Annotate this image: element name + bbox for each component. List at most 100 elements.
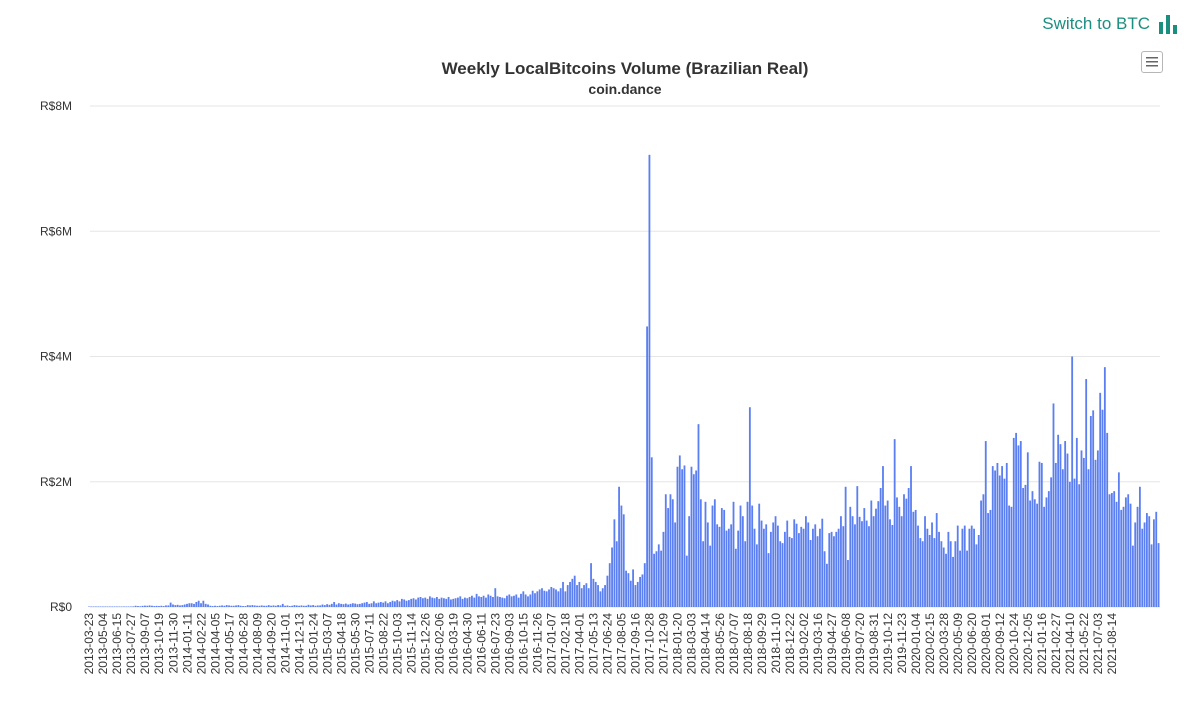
volume-bar (879, 488, 882, 607)
volume-bar (99, 606, 102, 607)
volume-bar (97, 606, 100, 607)
x-tick-label: 2014-08-09 (250, 613, 264, 675)
volume-bar (667, 508, 670, 607)
volume-bar (480, 596, 483, 607)
switch-to-btc-button[interactable]: Switch to BTC (1042, 14, 1178, 34)
volume-bar (975, 544, 978, 608)
volume-bar (323, 605, 326, 607)
x-tick-label: 2016-07-23 (489, 613, 503, 675)
volume-bar (622, 514, 625, 607)
volume-bar (713, 499, 716, 607)
volume-bar (928, 534, 931, 607)
volume-bar (349, 603, 352, 607)
x-tick-label: 2018-05-26 (713, 613, 727, 675)
volume-bar (419, 596, 422, 607)
x-tick-label: 2020-05-09 (951, 613, 965, 675)
x-tick-label: 2018-11-10 (769, 613, 783, 674)
volume-bar (732, 501, 735, 607)
x-tick-label: 2013-07-27 (124, 613, 138, 675)
volume-bar (828, 533, 831, 607)
x-tick-label: 2016-10-15 (517, 613, 531, 675)
volume-bar (424, 597, 427, 607)
volume-bar (1141, 528, 1144, 607)
volume-bar (377, 602, 380, 607)
volume-bar (244, 606, 247, 607)
volume-bar (302, 605, 305, 607)
volume-bar (795, 523, 798, 607)
volume-bar (400, 598, 403, 607)
volume-bar (496, 596, 499, 607)
volume-bar (949, 541, 952, 607)
volume-bar (1136, 506, 1139, 607)
volume-bar (139, 606, 142, 607)
volume-bar (1054, 462, 1057, 607)
volume-bar (646, 326, 649, 607)
volume-bar (751, 505, 754, 607)
volume-bar (293, 605, 296, 607)
volume-bar (270, 605, 272, 607)
volume-bar (571, 578, 574, 607)
y-tick-label: R$0 (50, 600, 72, 614)
x-tick-label: 2020-06-20 (965, 613, 979, 675)
volume-bar (263, 605, 265, 607)
volume-bar (466, 598, 469, 607)
volume-bar (1047, 491, 1050, 607)
volume-bar (151, 605, 153, 607)
volume-bar (344, 603, 347, 607)
volume-bar (961, 528, 964, 607)
bars (88, 154, 1160, 608)
volume-bar (891, 524, 894, 607)
volume-bar (1036, 503, 1039, 607)
volume-bar (531, 590, 534, 607)
volume-bar (358, 603, 361, 607)
volume-bar (382, 602, 385, 607)
volume-bar (1124, 497, 1127, 607)
x-tick-label: 2020-10-24 (1007, 613, 1021, 675)
volume-bar (1068, 481, 1071, 607)
x-tick-label: 2020-09-12 (993, 613, 1007, 675)
x-tick-label: 2019-04-27 (825, 613, 839, 675)
volume-bar (933, 538, 936, 607)
volume-bar (410, 598, 413, 607)
volume-bar (165, 605, 167, 607)
volume-bar (232, 605, 235, 607)
volume-bar (1117, 472, 1120, 607)
volume-bar (550, 586, 553, 607)
volume-bar (368, 603, 371, 607)
volume-bar (921, 541, 924, 607)
volume-bar (487, 594, 490, 607)
volume-bar (176, 604, 179, 607)
volume-bar (1120, 509, 1123, 607)
volume-bar (169, 602, 172, 607)
volume-bar (650, 457, 653, 607)
volume-bar (947, 531, 950, 607)
volume-bar (1080, 450, 1083, 607)
volume-bar (267, 605, 270, 607)
volume-bar (601, 588, 604, 607)
volume-bar (970, 525, 973, 607)
volume-bar (1082, 457, 1085, 607)
volume-bar (711, 505, 714, 607)
volume-bar (468, 596, 471, 607)
chart-menu-button[interactable] (1141, 51, 1163, 73)
volume-bar (583, 585, 585, 607)
volume-bar (375, 603, 378, 607)
x-tick-label: 2018-08-18 (741, 613, 755, 675)
volume-bar (746, 501, 749, 607)
volume-bar (578, 581, 581, 607)
volume-bar (281, 603, 284, 607)
volume-bar (1040, 462, 1043, 607)
volume-bar (1008, 505, 1011, 607)
volume-bar (457, 597, 459, 607)
volume-bar (288, 606, 291, 607)
volume-bar (559, 588, 562, 607)
volume-bar (1085, 379, 1088, 607)
volume-bar (438, 598, 441, 607)
x-tick-label: 2017-06-24 (601, 613, 615, 675)
volume-bar (863, 508, 866, 607)
volume-bar (627, 573, 630, 607)
volume-bar (748, 407, 751, 607)
volume-bar (485, 597, 487, 607)
volume-bar (207, 604, 209, 607)
volume-bar (503, 598, 506, 607)
